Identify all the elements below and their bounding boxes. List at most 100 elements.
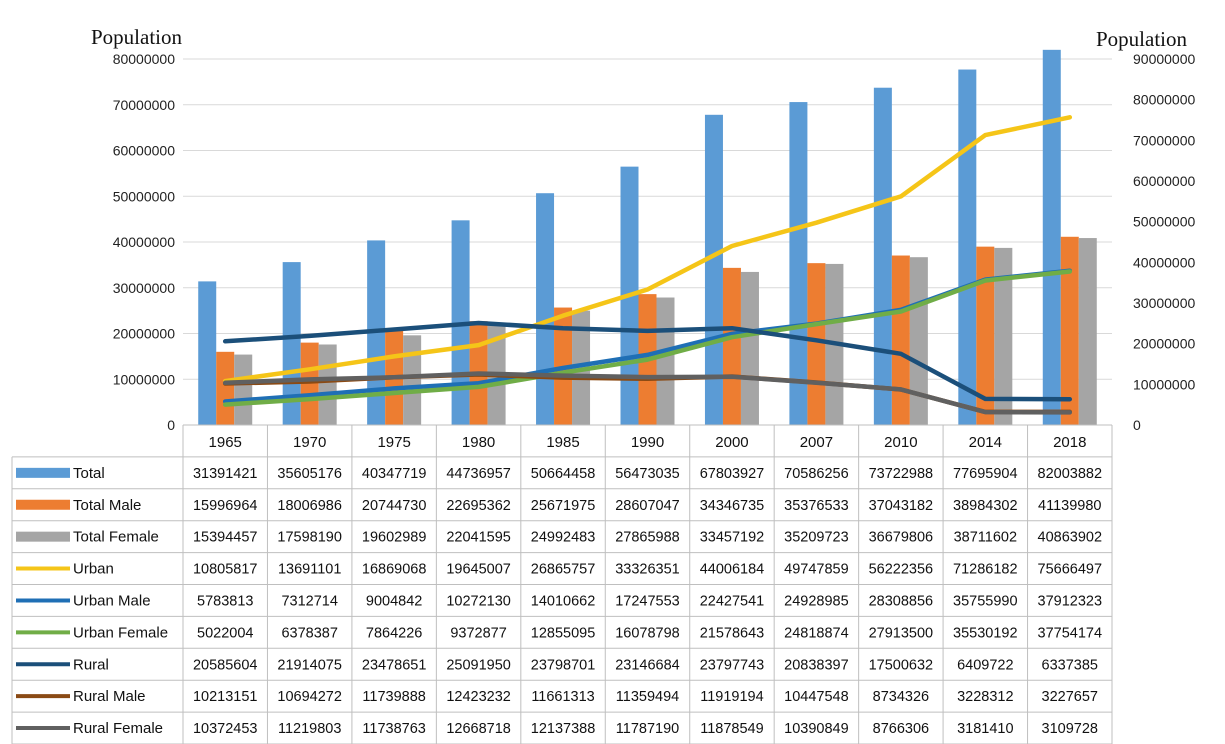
table-cell: 20744730 [362, 498, 427, 514]
y-tick-right: 10000000 [1133, 376, 1196, 392]
table-cell: 28308856 [869, 593, 934, 609]
category-label: 1970 [293, 434, 326, 451]
data-table: 1965 1970 1975 1980 1985 1990 2000 2007 2010 2014… [11, 424, 1113, 744]
bar-total-female [403, 335, 422, 425]
category-label: 1965 [209, 434, 242, 451]
table-cell: 8766306 [873, 721, 929, 737]
y-tick-left: 60000000 [113, 143, 176, 159]
table-cell: 56473035 [615, 466, 680, 482]
bar-total [789, 102, 808, 426]
table-cell: 17247553 [615, 593, 680, 609]
table-cell: 70586256 [784, 466, 849, 482]
y-axis-title-right: Population [1096, 27, 1188, 51]
bar-total [1042, 49, 1061, 425]
y-axis-title-left: Population [91, 25, 183, 49]
table-cell: 10272130 [446, 593, 511, 609]
table-cell: 31391421 [193, 466, 258, 482]
row-label: Rural [73, 656, 109, 673]
table-cell: 17598190 [277, 530, 342, 546]
table-cell: 22041595 [446, 530, 511, 546]
table-cell: 25091950 [446, 657, 511, 673]
bar-total-female [234, 354, 253, 425]
y-tick-right: 50000000 [1133, 214, 1196, 230]
bar-total-female [740, 271, 759, 425]
bar-total-female [994, 247, 1013, 425]
table-cell: 11787190 [616, 721, 679, 737]
y-tick-right: 20000000 [1133, 336, 1196, 352]
y-tick-left: 30000000 [113, 280, 176, 296]
table-cell: 38984302 [953, 498, 1018, 514]
table-cell: 49747859 [784, 562, 849, 578]
line-urban [222, 115, 1073, 384]
table-cell: 3109728 [1042, 721, 1098, 737]
bar-total-male [722, 267, 741, 425]
category-label: 1980 [462, 434, 495, 451]
table-cell: 23146684 [615, 657, 680, 673]
table-cell: 20838397 [784, 657, 849, 673]
category-label: 1990 [631, 434, 664, 451]
bar-total-female [909, 257, 928, 425]
row-label: Total Male [73, 497, 141, 514]
table-cell: 56222356 [869, 562, 934, 578]
bars [198, 49, 1097, 426]
table-cell: 13691101 [278, 562, 341, 578]
table-cell: 10372453 [193, 721, 258, 737]
table-cell: 11878549 [700, 721, 763, 737]
y-tick-left: 10000000 [113, 371, 176, 387]
category-label: 2014 [969, 434, 1002, 451]
table-cell: 19602989 [362, 530, 427, 546]
table-cell: 38711602 [954, 530, 1017, 546]
table-cell: 35605176 [277, 466, 342, 482]
table-cell: 71286182 [953, 562, 1018, 578]
table-cell: 35376533 [784, 498, 849, 514]
y-tick-left: 40000000 [113, 234, 176, 250]
table-cell: 40347719 [362, 466, 427, 482]
line-rural [222, 320, 1073, 402]
table-cell: 50664458 [531, 466, 596, 482]
table-cell: 41139980 [1038, 498, 1101, 514]
category-label: 2007 [800, 434, 833, 451]
line-urban-female [222, 269, 1073, 407]
y-tick-right: 70000000 [1133, 132, 1196, 148]
table-cell: 34346735 [700, 498, 765, 514]
table-cell: 33326351 [615, 562, 680, 578]
legend-key [16, 499, 70, 510]
table-cell: 6337385 [1042, 657, 1098, 673]
y-tick-right: 30000000 [1133, 295, 1196, 311]
y-tick-right: 0 [1133, 417, 1141, 433]
table-cell: 27913500 [869, 625, 934, 641]
table-cell: 11359494 [616, 689, 679, 705]
table-cell: 15394457 [193, 530, 258, 546]
table-cell: 11919194 [700, 689, 763, 705]
category-label: 1975 [377, 434, 410, 451]
table-cell: 20585604 [193, 657, 258, 673]
table-cell: 67803927 [700, 466, 765, 482]
bar-total-male [976, 246, 995, 425]
table-cell: 26865757 [531, 562, 596, 578]
table-cell: 12855095 [531, 625, 596, 641]
bar-total [198, 281, 217, 425]
table-cell: 7312714 [281, 593, 337, 609]
y-tick-left: 20000000 [113, 326, 176, 342]
table-cell: 6409722 [957, 657, 1013, 673]
category-label: 2010 [884, 434, 917, 451]
bar-total-male [1060, 236, 1079, 425]
table-cell: 33457192 [700, 530, 765, 546]
table-cell: 11661313 [531, 689, 594, 705]
table-cell: 24928985 [784, 593, 849, 609]
table-cell: 23798701 [531, 657, 596, 673]
bar-total-female [656, 297, 675, 425]
table-cell: 23478651 [362, 657, 427, 673]
table-cell: 19645007 [446, 562, 511, 578]
table-cell: 22427541 [700, 593, 765, 609]
table-cell: 12423232 [446, 689, 511, 705]
table-cell: 10694272 [277, 689, 342, 705]
y-tick-right: 90000000 [1133, 51, 1196, 67]
table-cell: 12137388 [531, 721, 596, 737]
axes: 0 10000000 20000000 30000000 40000000 5000000… [113, 51, 1196, 433]
y-tick-right: 40000000 [1133, 254, 1196, 270]
table-cell: 22695362 [446, 498, 511, 514]
row-label: Total Female [73, 529, 159, 546]
table-cell: 28607047 [615, 498, 680, 514]
row-label: Rural Female [73, 720, 163, 737]
